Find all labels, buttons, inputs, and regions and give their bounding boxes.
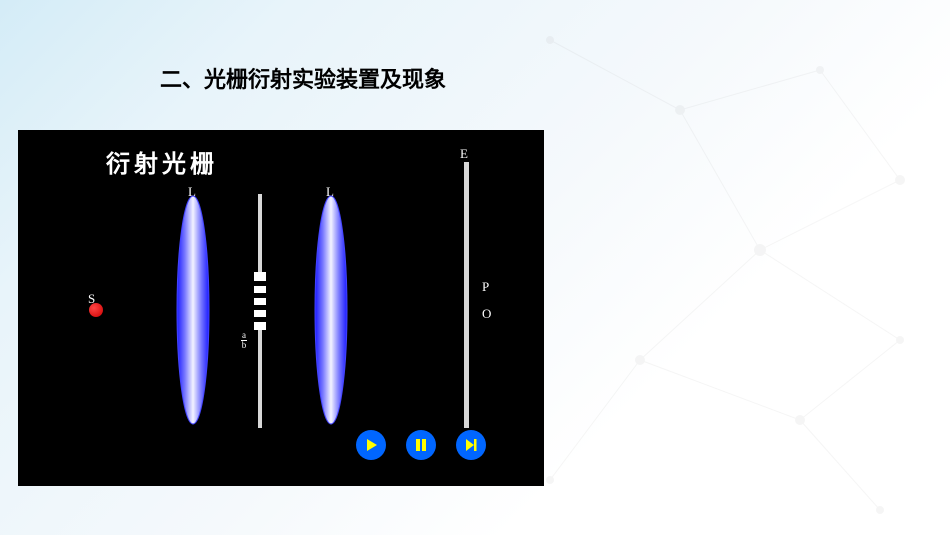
diagram-panel: 衍射光栅 S L a b L <box>18 130 544 486</box>
screen-label-e: E <box>460 146 468 162</box>
play-button[interactable] <box>356 430 386 460</box>
pause-icon <box>414 438 428 452</box>
background-network <box>500 0 950 535</box>
slit-gap-3 <box>254 305 266 310</box>
slit-gap-2 <box>254 293 266 298</box>
screen-label-o: O <box>482 306 491 322</box>
diagram-title: 衍射光栅 <box>106 144 218 179</box>
grating-ab-label: a b <box>241 331 247 350</box>
next-button[interactable] <box>456 430 486 460</box>
lens2 <box>314 195 348 425</box>
pause-button[interactable] <box>406 430 436 460</box>
page-title: 二、光栅衍射实验装置及现象 <box>160 62 446 94</box>
screen-label-p: P <box>482 279 489 295</box>
light-source <box>89 303 103 317</box>
next-icon <box>464 438 478 452</box>
slit-gap-4 <box>254 317 266 322</box>
screen-bar <box>464 162 469 428</box>
slit-gap-1 <box>254 281 266 286</box>
play-icon <box>364 438 378 452</box>
lens1 <box>176 195 210 425</box>
